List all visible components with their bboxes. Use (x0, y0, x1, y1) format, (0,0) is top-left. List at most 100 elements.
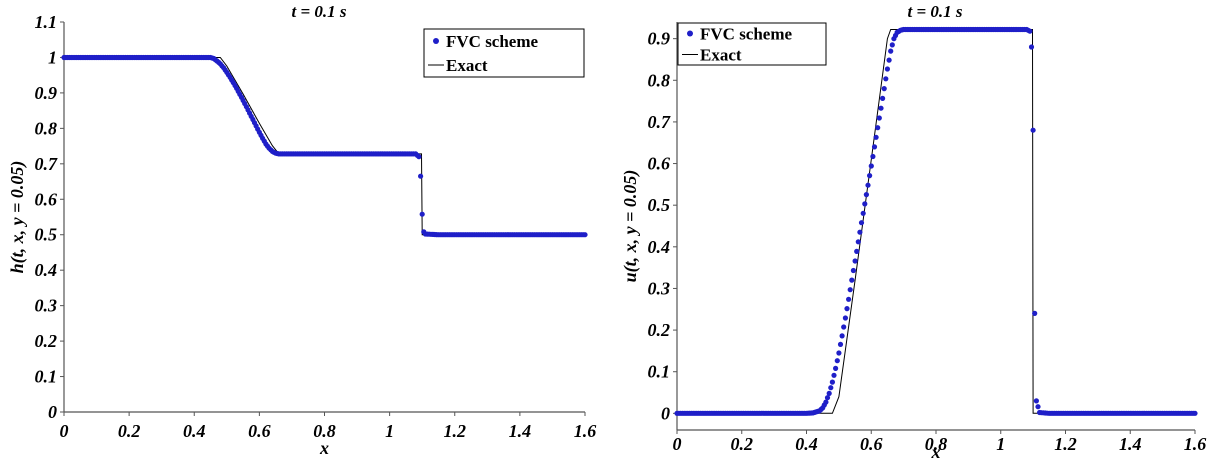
y-tick-label: 0.4 (648, 237, 671, 257)
fvc-data-point (416, 154, 422, 160)
legend: FVC scheme Exact (423, 28, 585, 78)
y-tick-label: 0.7 (35, 154, 59, 174)
x-tick-label: 1.4 (1119, 434, 1142, 454)
y-tick-label: 0.8 (648, 70, 671, 90)
fvc-data-point (870, 153, 876, 160)
fvc-data-point (1033, 398, 1039, 404)
x-tick-label: 0 (673, 434, 682, 454)
x-tick-label: 0.4 (183, 421, 206, 441)
fvc-data-point (419, 211, 425, 217)
legend-box (677, 22, 827, 66)
fvc-data-point (826, 390, 832, 396)
y-tick-label: 0.2 (35, 331, 58, 351)
fvc-data-point (841, 324, 847, 330)
x-tick-label: 1.2 (1054, 434, 1077, 454)
fvc-data-point (847, 287, 853, 293)
fvc-data-point (858, 220, 865, 226)
fvc-data-point (839, 333, 845, 339)
fvc-data-point (824, 395, 831, 401)
x-tick-label: 1.2 (444, 421, 467, 441)
y-tick-label: 0.9 (35, 83, 58, 103)
fvc-data-point (876, 115, 882, 121)
y-tick-label: 0.9 (648, 29, 671, 49)
fvc-data-point (855, 239, 861, 245)
y-tick-label: 0.8 (35, 118, 58, 138)
x-tick-label: 0 (60, 421, 69, 441)
fvc-data-point (1027, 28, 1033, 34)
legend-marker-fvc (687, 30, 693, 37)
x-tick-label: 1 (996, 434, 1005, 454)
legend-marker-fvc (433, 38, 439, 44)
fvc-data-point (868, 163, 874, 169)
legend-label: FVC scheme (700, 25, 793, 44)
x-tick-label: 0.4 (795, 434, 818, 454)
y-tick-label: 0 (661, 403, 670, 423)
fvc-data-point (867, 173, 873, 179)
y-tick-label: 0.5 (35, 225, 58, 245)
legend-box (423, 28, 585, 78)
fvc-data-point (1028, 44, 1035, 50)
fvc-data-point (849, 277, 855, 283)
fvc-data-point (418, 173, 424, 179)
fvc-data-point (850, 267, 857, 274)
legend-label: Exact (446, 56, 488, 75)
x-tick-label: 0.8 (925, 434, 948, 454)
fvc-data-point (873, 134, 879, 140)
chart-title: t = 0.1 s (907, 2, 962, 21)
chart-title: t = 0.1 s (291, 2, 346, 21)
legend-label: FVC scheme (446, 32, 539, 51)
fvc-data-point (871, 144, 878, 150)
fvc-data-point (844, 306, 850, 312)
fvc-data-point (875, 125, 881, 131)
fvc-data-point (834, 358, 840, 364)
y-tick-label: 0.6 (35, 189, 58, 209)
x-axis-label: x (931, 442, 941, 461)
fvc-data-point (880, 95, 886, 101)
y-axis-label: h(t, x, y = 0.05) (7, 161, 28, 274)
x-axis-label: x (319, 438, 329, 458)
fvc-data-point (836, 350, 842, 356)
fvc-data-point (1192, 410, 1198, 416)
y-tick-label: 0.3 (35, 296, 58, 316)
x-tick-label: 0.2 (118, 421, 141, 441)
x-tick-label: 1.6 (1184, 434, 1207, 454)
fvc-data-point (842, 315, 849, 321)
legend-label: Exact (700, 46, 742, 65)
x-tick-label: 0.6 (860, 434, 883, 454)
fvc-data-point (865, 182, 871, 188)
fvc-data-point (1035, 404, 1041, 410)
fvc-data-point (881, 86, 887, 92)
fvc-data-point (852, 258, 858, 264)
fvc-data-point (878, 105, 884, 111)
y-tick-label: 1.1 (35, 12, 58, 32)
fvc-data-point (829, 379, 836, 385)
fvc-data-point (884, 66, 891, 72)
y-tick-label: 0.1 (648, 362, 671, 382)
y-tick-label: 0.5 (648, 195, 671, 215)
fvc-data-point (1030, 127, 1036, 133)
x-tick-label: 1.4 (509, 421, 532, 441)
fvc-data-point (846, 296, 852, 302)
legend: FVC scheme Exact (677, 22, 827, 66)
fvc-data-point (860, 210, 866, 216)
fvc-data-point (837, 341, 844, 347)
x-tick-label: 1.6 (574, 421, 597, 441)
fvc-data-point (828, 385, 834, 391)
series-exact-line (677, 29, 1195, 414)
y-tick-label: 0.3 (648, 278, 671, 298)
fvc-data-point (889, 42, 895, 48)
y-tick-label: 1 (48, 47, 57, 67)
y-tick-label: 0.4 (35, 260, 58, 280)
series-fvc-scheme (61, 54, 588, 238)
chart-1: 0 0.1 0.2 0.3 0.4 0.5 0.6 0.7 0.8 0.9 1 1.1 0 0.2 0.4 0… (7, 2, 596, 458)
x-tick-label: 0.6 (248, 421, 271, 441)
x-tick-label: 1 (385, 421, 394, 441)
fvc-data-point (883, 76, 889, 82)
chart-2: 0 0.1 0.2 0.3 0.4 0.5 0.6 0.7 0.8 0.9 0 0.2 0.4 0.6 0.… (620, 2, 1206, 461)
series-exact-line (64, 57, 585, 236)
y-tick-label: 0.7 (648, 112, 672, 132)
y-tick-label: 0.6 (648, 154, 671, 174)
fvc-data-point (888, 48, 894, 54)
y-tick-label: 0.1 (35, 367, 58, 387)
